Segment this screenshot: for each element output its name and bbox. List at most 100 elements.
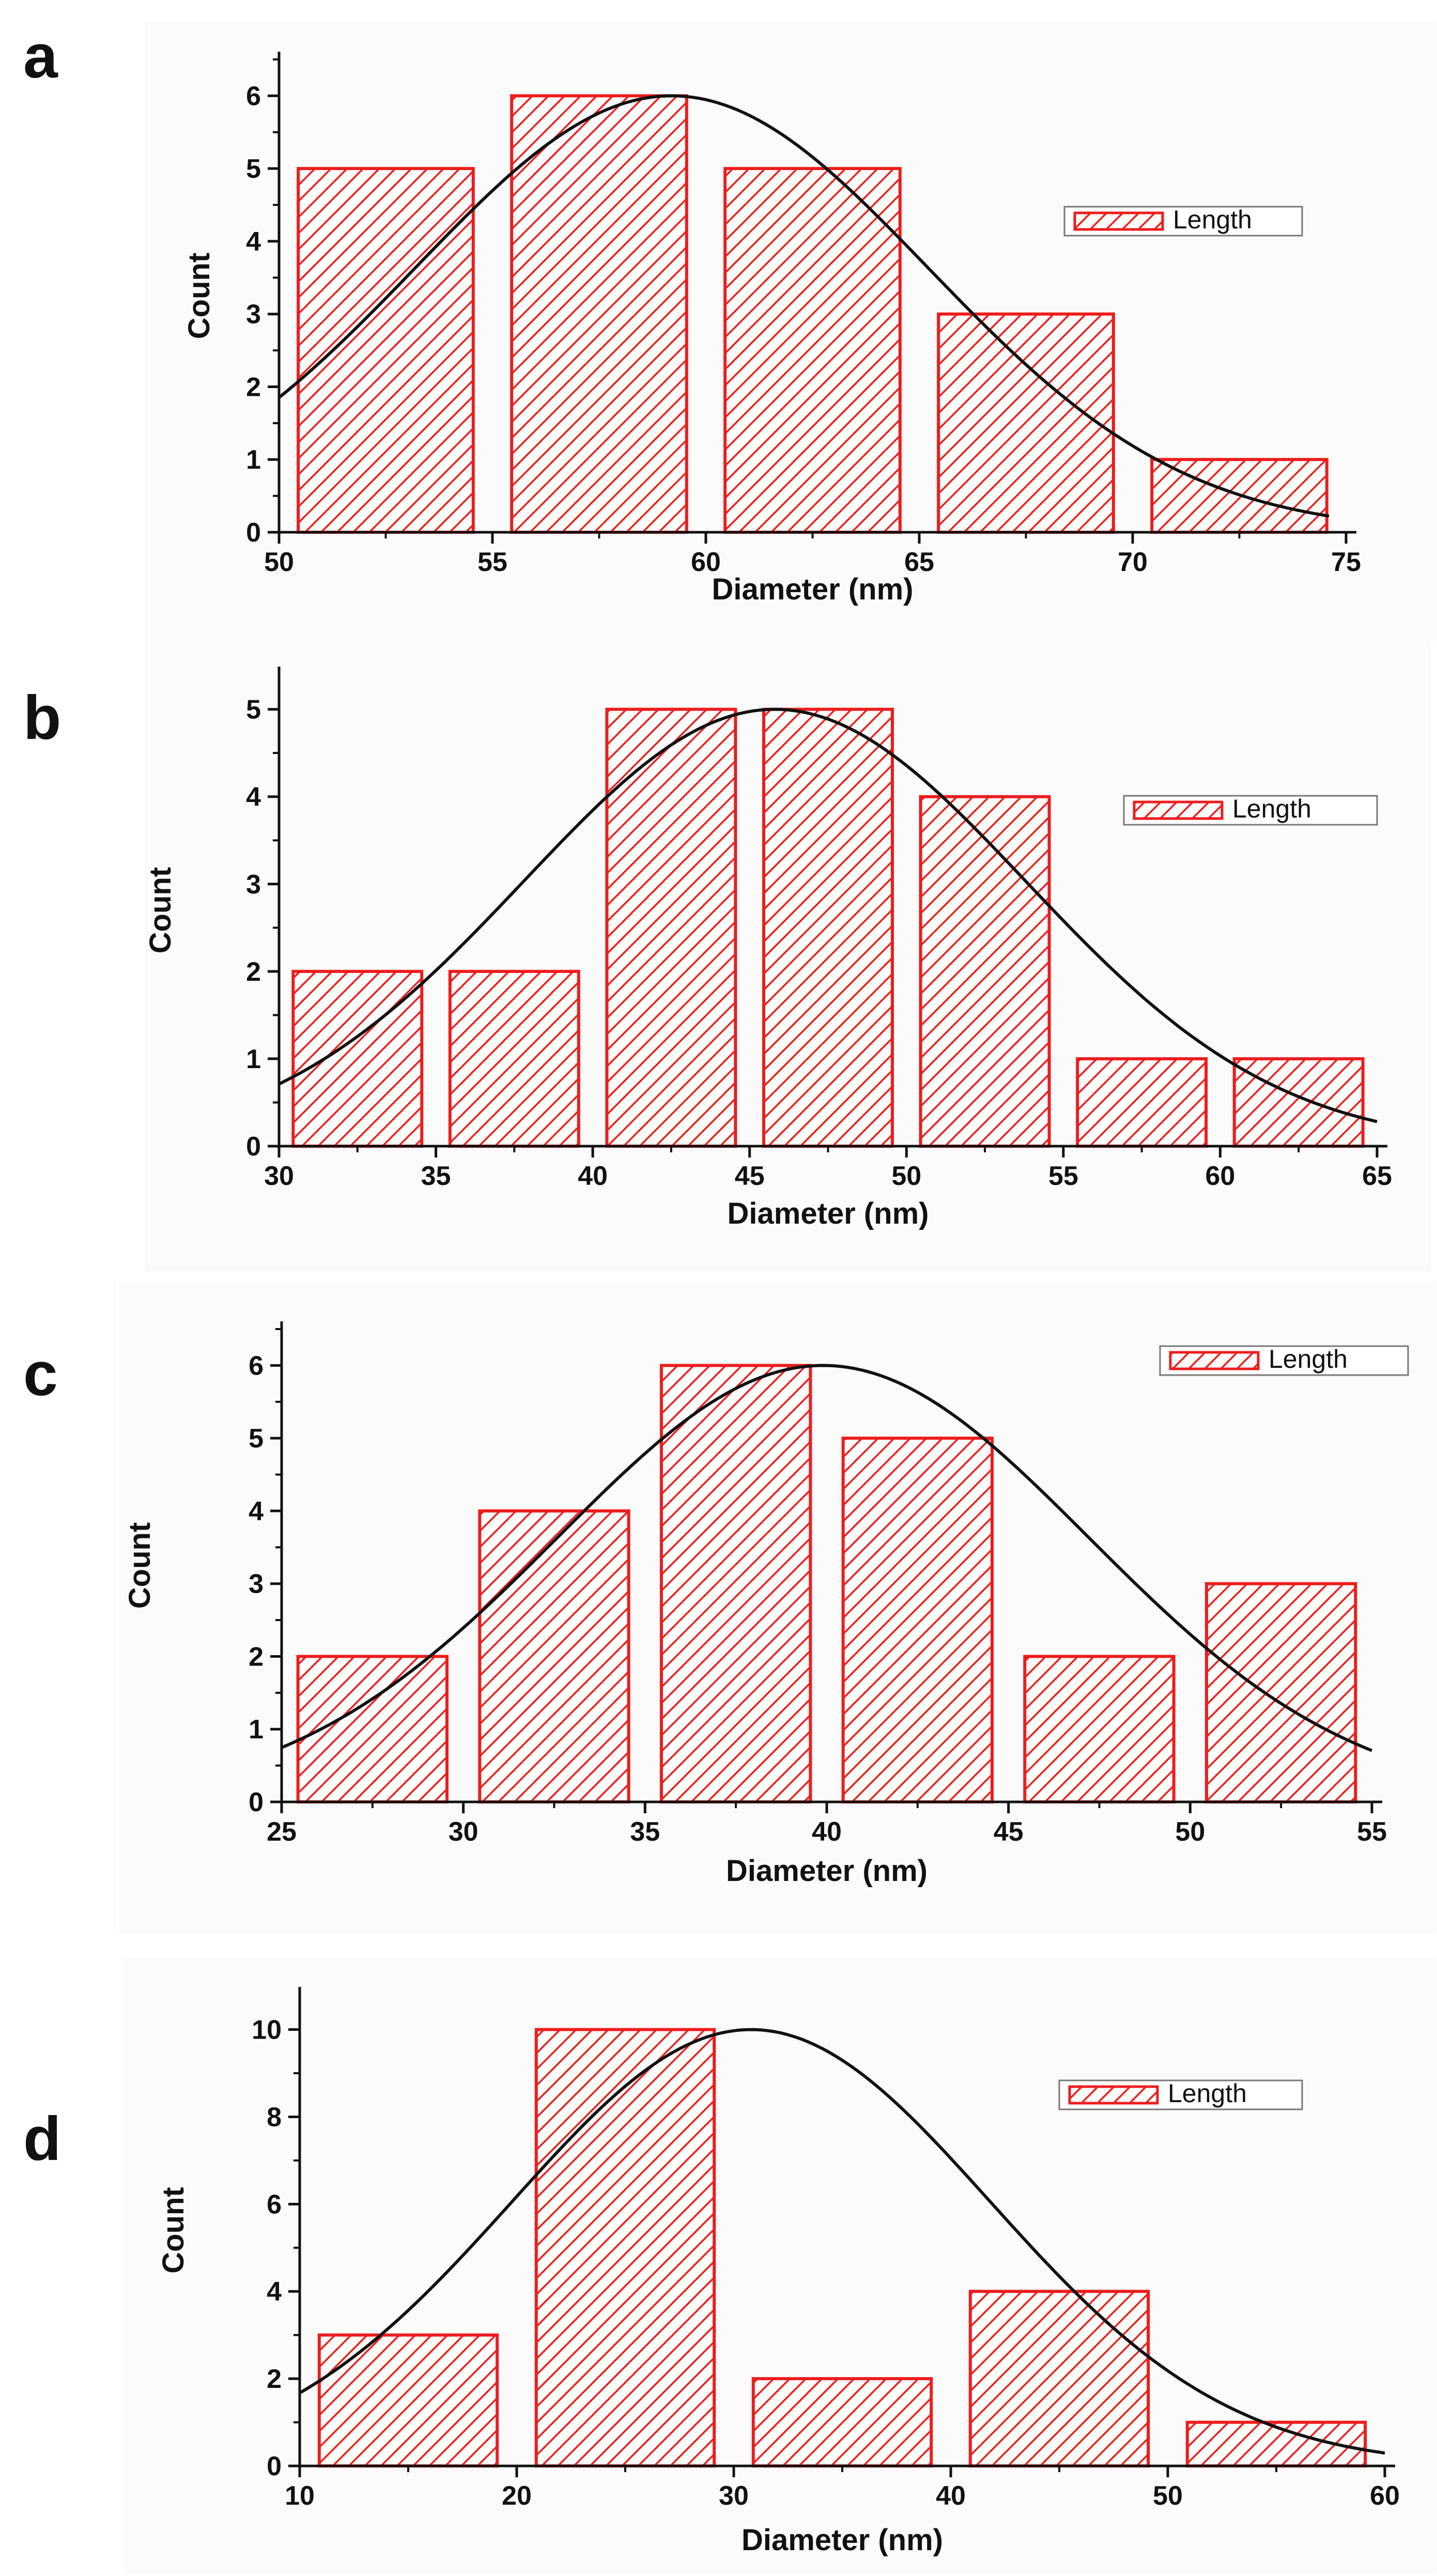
- histogram-bar: [1076, 1057, 1208, 1148]
- legend: Length: [1058, 2079, 1303, 2110]
- y-tick-label: 2: [267, 2364, 282, 2394]
- x-tick-label: 55: [477, 547, 507, 577]
- histogram-bar: [291, 969, 424, 1148]
- x-tick-label: 60: [1370, 2481, 1400, 2511]
- x-tick-label: 60: [1206, 1161, 1235, 1191]
- histogram-bar: [1204, 1582, 1357, 1804]
- y-tick-label: 6: [246, 81, 261, 111]
- y-axis-title: Count: [123, 1522, 157, 1609]
- legend-swatch: [1073, 211, 1164, 231]
- histogram-bar: [317, 2333, 499, 2467]
- legend-swatch: [1169, 1351, 1260, 1370]
- y-tick-label: 2: [246, 372, 261, 402]
- y-tick-label: 3: [246, 870, 261, 900]
- x-tick-label: 50: [891, 1161, 921, 1191]
- x-tick-label: 30: [719, 2481, 749, 2511]
- y-tick-label: 1: [246, 1044, 261, 1074]
- legend-swatch: [1068, 2085, 1159, 2105]
- y-axis-title: Count: [144, 867, 177, 954]
- histogram-bar: [723, 167, 902, 534]
- y-axis-title: Count: [182, 253, 216, 340]
- y-tick-label: 4: [249, 1497, 264, 1526]
- histogram-bar: [448, 969, 580, 1148]
- chart-panel-d: d 10 20 30 40 50 60 0 2 4 6 8 10 Diameter (nm) Count Le…: [23, 1958, 1436, 2573]
- x-tick-label: 60: [691, 547, 721, 577]
- histogram-bar: [1023, 1655, 1176, 1803]
- x-axis-title: Diameter (nm): [728, 1197, 929, 1230]
- x-tick-label: 75: [1331, 547, 1361, 577]
- histogram-bar: [968, 2290, 1150, 2467]
- legend-swatch: [1133, 800, 1224, 820]
- y-tick-label: 1: [246, 445, 261, 475]
- legend-label: Length: [1168, 2079, 1247, 2108]
- histogram-bar: [510, 94, 688, 534]
- y-tick-label: 5: [249, 1424, 264, 1454]
- histogram-bar: [659, 1364, 812, 1803]
- y-tick-label: 3: [249, 1569, 264, 1599]
- y-tick-label: 0: [246, 1132, 261, 1162]
- x-tick-label: 55: [1357, 1817, 1387, 1847]
- y-tick-label: 2: [249, 1642, 264, 1672]
- x-tick-label: 45: [735, 1161, 765, 1191]
- x-tick-label: 45: [994, 1817, 1024, 1847]
- x-tick-label: 50: [1175, 1817, 1205, 1847]
- y-tick-label: 4: [246, 227, 261, 257]
- y-tick-label: 6: [267, 2189, 282, 2219]
- y-tick-label: 0: [249, 1787, 264, 1817]
- legend-label: Length: [1173, 205, 1252, 234]
- histogram-bar: [297, 167, 475, 534]
- panel-background: [124, 1958, 1436, 2573]
- gaussian-fit-curve: [281, 1364, 1373, 1752]
- y-tick-label: 3: [246, 300, 261, 330]
- chart-panel-a: a 50 55 60 65 70 75 0 1 2 3 4 5 6 Diameter (nm) Count Le…: [23, 21, 1436, 641]
- x-tick-label: 40: [936, 2481, 966, 2511]
- histogram-bar: [1185, 2420, 1367, 2468]
- legend-label: Length: [1269, 1345, 1348, 1374]
- panel-letter: c: [23, 1339, 58, 1409]
- y-tick-label: 5: [246, 695, 261, 725]
- x-tick-label: 50: [264, 547, 294, 577]
- x-tick-label: 70: [1118, 547, 1148, 577]
- y-tick-label: 0: [267, 2451, 282, 2481]
- x-tick-label: 25: [267, 1817, 297, 1847]
- histogram-bar: [937, 312, 1115, 534]
- histogram-bar: [534, 2028, 716, 2468]
- y-tick-label: 2: [246, 957, 261, 987]
- panel-letter: b: [23, 683, 61, 752]
- histogram-bar: [762, 707, 894, 1148]
- histogram-bar: [841, 1437, 994, 1803]
- gaussian-fit-curve: [278, 94, 1330, 518]
- y-tick-label: 4: [267, 2277, 282, 2307]
- y-tick-label: 1: [249, 1715, 264, 1745]
- y-tick-label: 8: [267, 2102, 282, 2132]
- panel-letter: a: [23, 22, 58, 91]
- y-axis-title: Count: [157, 2187, 190, 2274]
- histogram-bar: [751, 2377, 933, 2468]
- x-tick-label: 35: [421, 1161, 451, 1191]
- legend-label: Length: [1232, 794, 1311, 823]
- x-tick-label: 55: [1048, 1161, 1078, 1191]
- gaussian-fit-curve: [278, 707, 1378, 1123]
- x-tick-label: 40: [578, 1161, 608, 1191]
- histogram-bar: [919, 795, 1051, 1148]
- y-tick-label: 10: [252, 2015, 282, 2045]
- y-tick-label: 4: [246, 782, 261, 812]
- histogram-bar: [1232, 1057, 1365, 1148]
- y-tick-label: 6: [249, 1351, 264, 1381]
- x-tick-label: 30: [264, 1161, 294, 1191]
- histogram-bar: [478, 1509, 630, 1803]
- x-tick-label: 10: [285, 2481, 315, 2511]
- legend: Length: [1063, 205, 1303, 237]
- x-tick-label: 40: [812, 1817, 842, 1847]
- x-tick-label: 65: [1362, 1161, 1392, 1191]
- x-tick-label: 35: [630, 1817, 660, 1847]
- legend: Length: [1123, 794, 1378, 826]
- gaussian-fit-curve: [299, 2028, 1385, 2455]
- panel-letter: d: [23, 2104, 61, 2173]
- x-tick-label: 50: [1153, 2481, 1183, 2511]
- x-axis-title: Diameter (nm): [712, 573, 914, 606]
